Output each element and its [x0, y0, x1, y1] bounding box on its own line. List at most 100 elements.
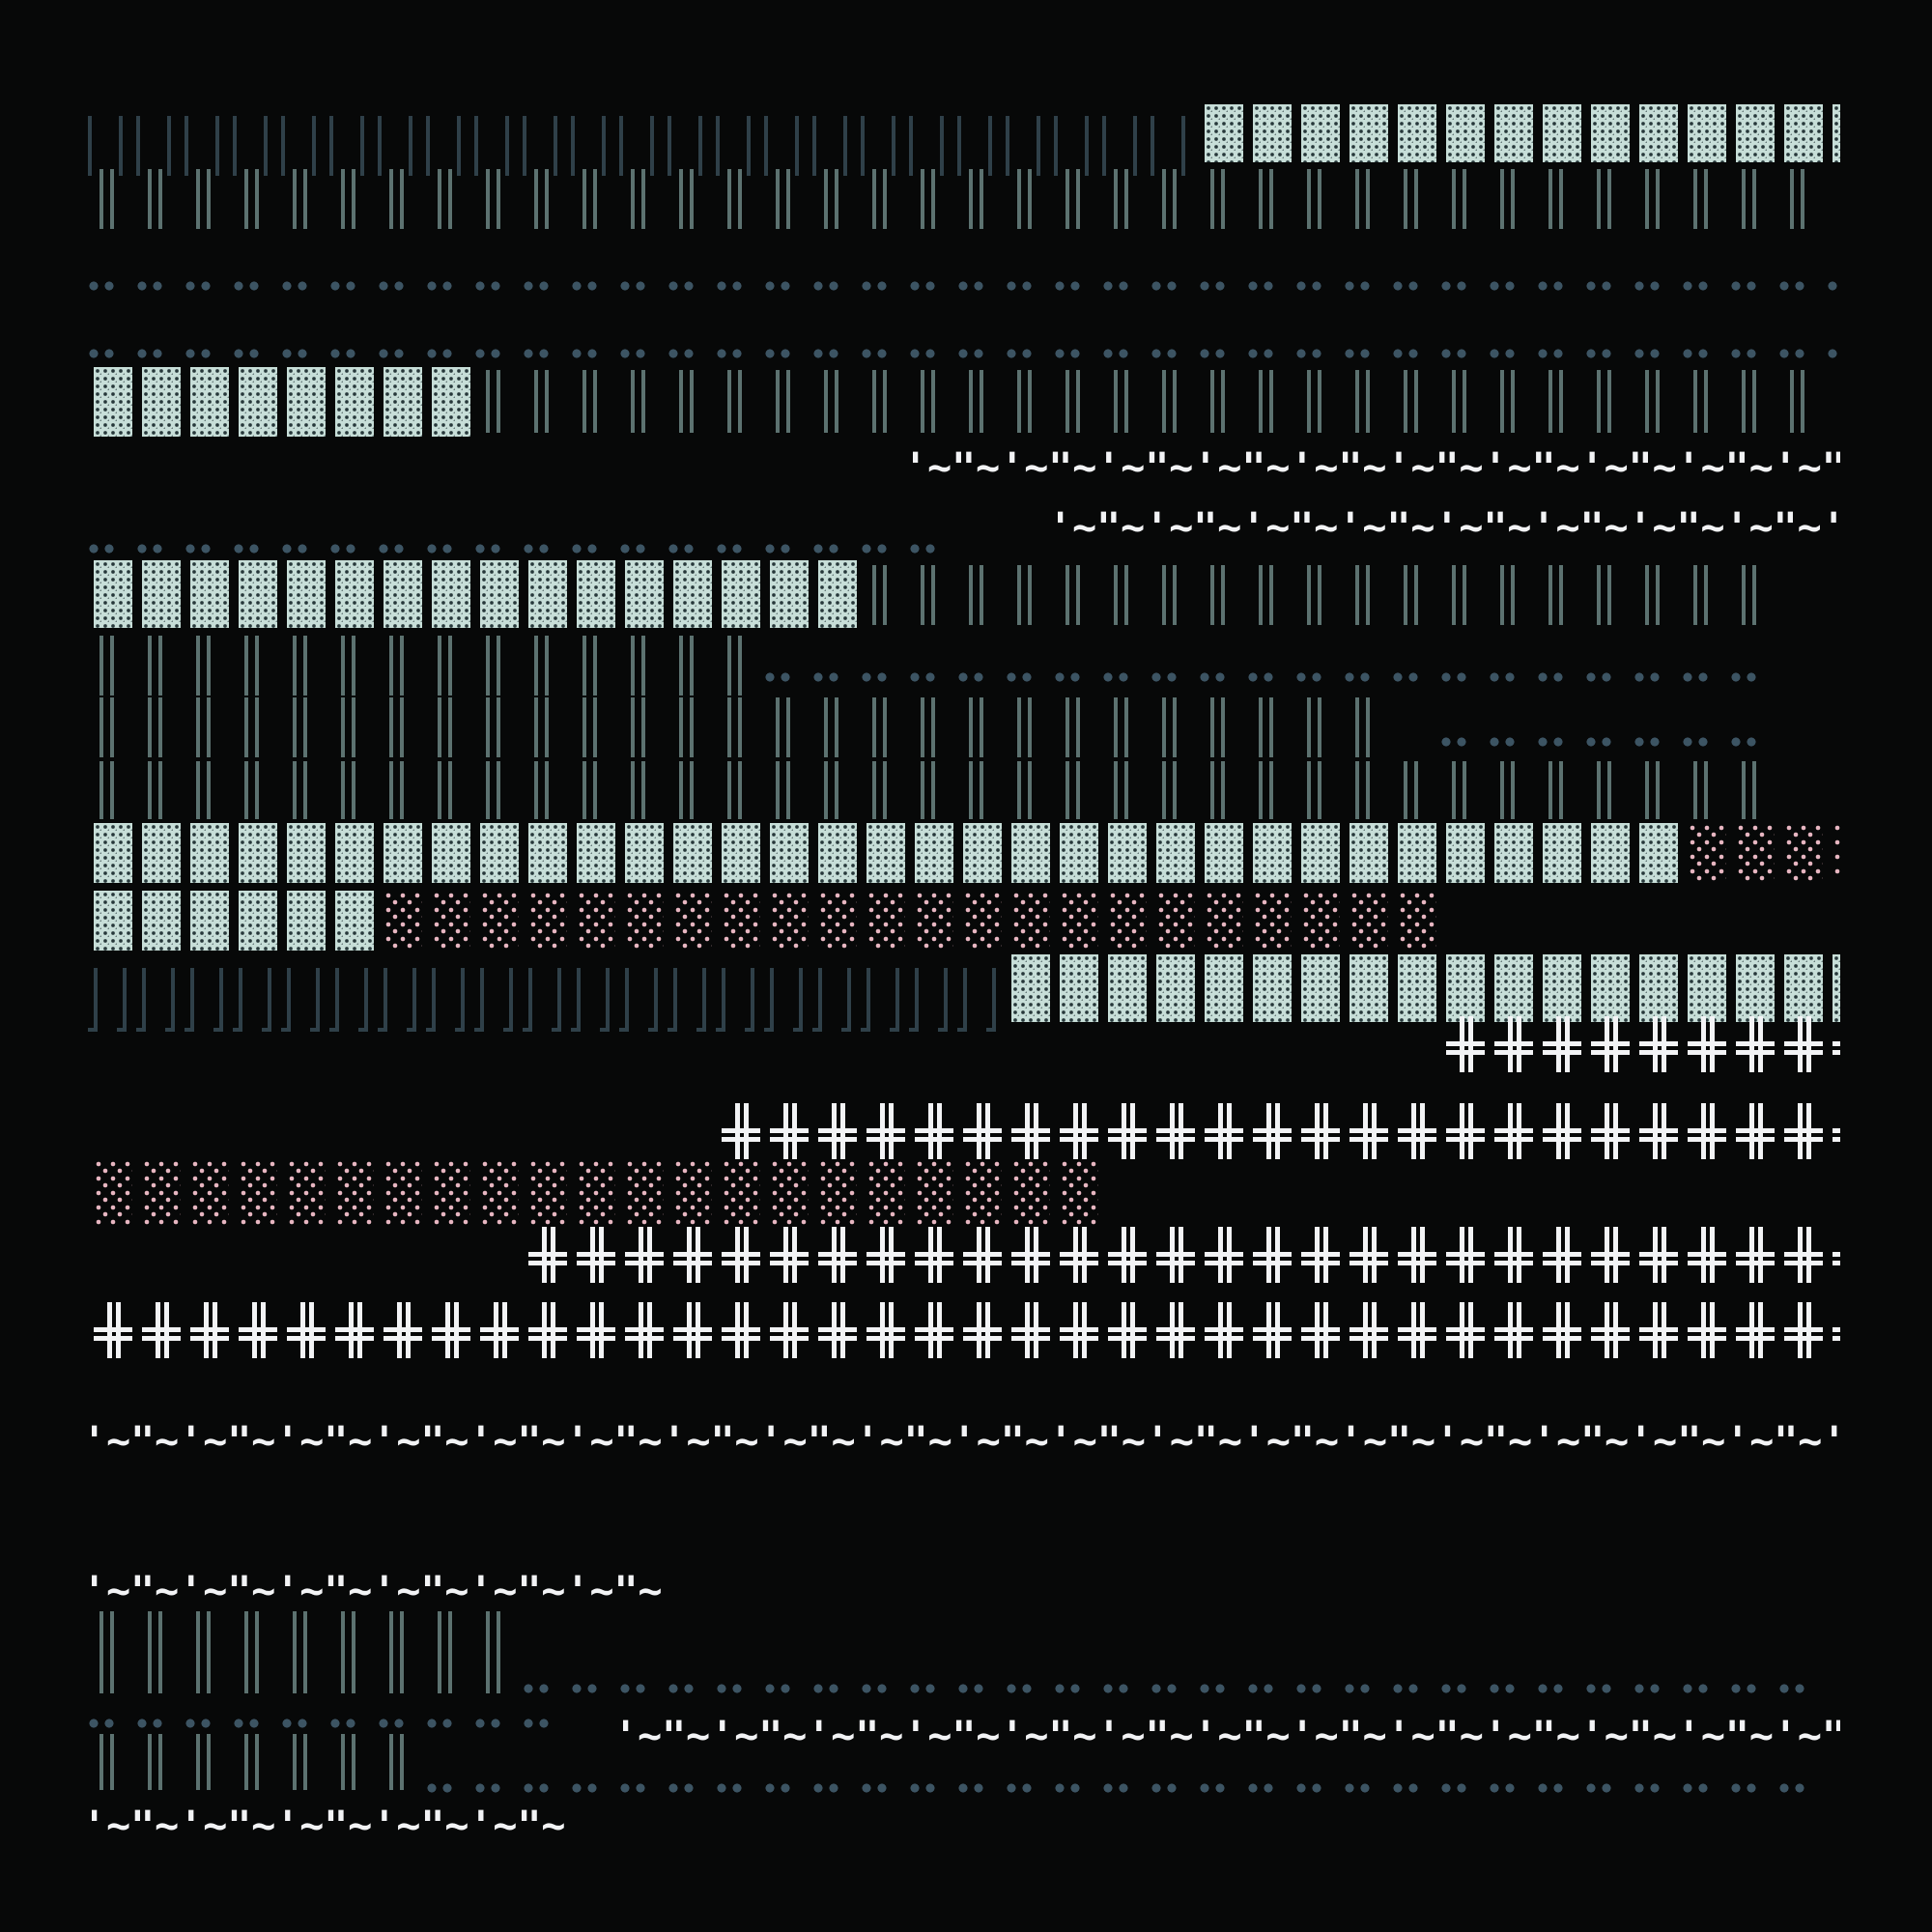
mint-cell [1833, 104, 1840, 162]
dot-row-2 [82, 348, 1840, 359]
mint-cell [142, 560, 181, 628]
mint-cell [1156, 823, 1195, 883]
bar-row-10-sage [82, 1734, 420, 1790]
mint-cell [722, 560, 760, 628]
bar-row-7-sage [82, 761, 1773, 819]
cross-cell [1736, 1302, 1775, 1364]
mint-cell [1301, 954, 1340, 1022]
cross-cell [1060, 1103, 1098, 1165]
cross-cell [1011, 1103, 1050, 1165]
pink-cell [1350, 891, 1388, 951]
pink-cell [915, 1159, 953, 1225]
pink-cell [190, 1159, 229, 1225]
mint-cell [1253, 823, 1292, 883]
cross-cell [239, 1302, 277, 1364]
mint-cell [1398, 954, 1436, 1022]
mint-row-left [94, 367, 480, 437]
cross-cell [963, 1227, 1002, 1289]
mint-cell [818, 560, 857, 628]
pink-cell [528, 891, 567, 951]
mint-cell [577, 560, 615, 628]
cross-cell [1784, 1016, 1823, 1078]
mint-cell [287, 367, 326, 437]
cross-cell [1446, 1227, 1485, 1289]
mint-cell [625, 560, 664, 628]
pink-cell [1301, 891, 1340, 951]
mint-cell [94, 823, 132, 883]
cross-cell [1784, 1302, 1823, 1364]
cross-cell [1156, 1103, 1195, 1165]
cross-cell [1591, 1016, 1630, 1078]
mint-cell [480, 560, 519, 628]
tilde-row-5: '~"~'~"~'~"~'~"~'~"~'~"~'~"~'~"~'~"~'~"~… [613, 1712, 1840, 1759]
pink-cell [577, 1159, 615, 1225]
mint-cell [94, 891, 132, 951]
cross-cell [625, 1302, 664, 1364]
pink-cell [818, 891, 857, 951]
pink-cell [384, 1159, 422, 1225]
mint-cell [480, 823, 519, 883]
cross-cell [577, 1302, 615, 1364]
mint-cell [1253, 954, 1292, 1022]
cross-cell [528, 1302, 567, 1364]
mint-cell [528, 823, 567, 883]
cross-cell [1784, 1103, 1823, 1165]
mint-cell [963, 823, 1002, 883]
cross-cell [818, 1103, 857, 1165]
cross-cell [1350, 1302, 1388, 1364]
mint-cell [335, 891, 374, 951]
cross-cell [1253, 1302, 1292, 1364]
cross-cell [1494, 1227, 1533, 1289]
pink-cell [867, 891, 905, 951]
cross-cell [770, 1302, 809, 1364]
pink-cell [1205, 891, 1243, 951]
mint-cell [1108, 823, 1147, 883]
tilde-row-6-clipped: '~"~'~"~'~"~'~"~'~"~ [82, 1802, 566, 1849]
mint-cell [1446, 823, 1485, 883]
mint-cell [1784, 104, 1823, 162]
cross-cell [1301, 1302, 1340, 1364]
mint-cell [915, 823, 953, 883]
dot-row-7 [82, 1718, 565, 1729]
cross-cell [867, 1103, 905, 1165]
pink-cell [432, 891, 470, 951]
cross-cell [867, 1227, 905, 1289]
mint-cell [1736, 954, 1775, 1022]
mint-cell [1543, 104, 1581, 162]
mint-cell [1350, 104, 1388, 162]
mint-cell [190, 891, 229, 951]
mint-cell [1253, 104, 1292, 162]
cross-cell [770, 1227, 809, 1289]
cross-cell [867, 1302, 905, 1364]
mint-cell [239, 891, 277, 951]
cross-cell [190, 1302, 229, 1364]
mint-cell [1350, 954, 1388, 1022]
mint-cell [1639, 104, 1678, 162]
dot-row-6 [517, 1683, 1821, 1694]
cross-row-3 [528, 1227, 1840, 1289]
cross-cell [1205, 1227, 1243, 1289]
dot-row-1 [82, 280, 1840, 292]
cross-cell [1688, 1227, 1726, 1289]
pink-cell [1398, 891, 1436, 951]
cross-cell [625, 1227, 664, 1289]
mint-cell [1301, 104, 1340, 162]
mint-cell [1784, 954, 1823, 1022]
mint-cell [1350, 823, 1388, 883]
mint-cell [1446, 954, 1485, 1022]
pink-cell [625, 1159, 664, 1225]
tilde-row-3-full: '~"~'~"~'~"~'~"~'~"~'~"~'~"~'~"~'~"~'~"~… [82, 1417, 1840, 1464]
pink-cell [1060, 1159, 1098, 1225]
pink-cell [963, 891, 1002, 951]
pink-row-left [94, 1159, 1108, 1225]
cross-cell [1543, 1016, 1581, 1078]
mint-cell [1446, 104, 1485, 162]
mint-cell [287, 891, 326, 951]
cross-cell [1108, 1103, 1147, 1165]
mint-cell [94, 367, 132, 437]
mint-cell [1591, 104, 1630, 162]
mint-cell [432, 823, 470, 883]
cross-cell [673, 1302, 712, 1364]
cross-cell [1108, 1302, 1147, 1364]
pink-cell [915, 891, 953, 951]
